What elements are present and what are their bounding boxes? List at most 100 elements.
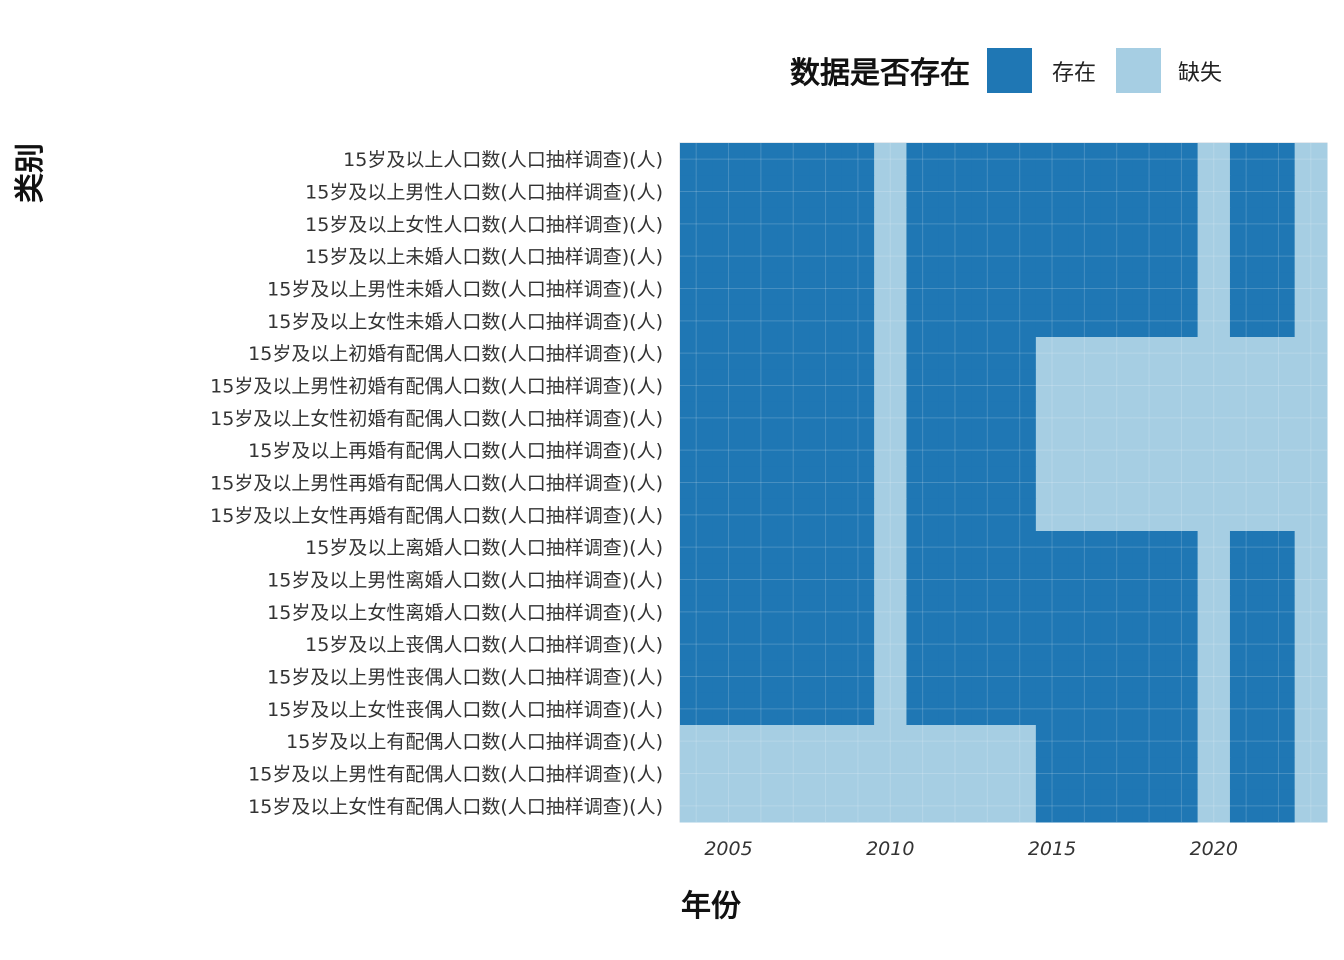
heatmap-cell (1003, 434, 1037, 467)
x-axis-title: 年份 (681, 889, 741, 924)
heatmap-cell (1165, 401, 1199, 435)
heatmap-cell (777, 240, 810, 273)
y-tick-label: 15岁及以上男性离婚人口数(人口抽样调查)(人) (267, 570, 663, 592)
heatmap-cell (906, 725, 940, 758)
heatmap-cell (841, 725, 875, 758)
heatmap-cell (1165, 466, 1199, 500)
heatmap-cell (809, 337, 843, 370)
heatmap-cell (1197, 175, 1231, 209)
heatmap-cell (777, 207, 810, 241)
heatmap-cell (971, 498, 1004, 532)
x-tick-label: 2010 (866, 838, 914, 860)
heatmap-cell (1100, 563, 1134, 597)
heatmap-cell (809, 466, 843, 500)
heatmap-cell (777, 595, 810, 629)
heatmap-cell (874, 304, 907, 338)
heatmap-cell (1003, 337, 1037, 370)
heatmap-cell (712, 595, 746, 629)
heatmap-cell (1165, 531, 1199, 564)
heatmap-cell (1035, 692, 1069, 726)
heatmap-cell (744, 466, 778, 500)
heatmap-cell (1003, 498, 1037, 532)
y-tick-label: 15岁及以上女性离婚人口数(人口抽样调查)(人) (267, 602, 663, 624)
heatmap-cell (1294, 531, 1328, 564)
heatmap-cell (906, 240, 940, 273)
heatmap-cell (1100, 660, 1134, 694)
heatmap-cell (744, 660, 778, 694)
heatmap-cell (809, 628, 843, 661)
heatmap-cell (841, 498, 875, 532)
heatmap-cell (712, 563, 746, 597)
heatmap-cell (1132, 725, 1166, 758)
heatmap-cell (1197, 660, 1231, 694)
heatmap-cell (1165, 272, 1199, 306)
heatmap-cell (841, 337, 875, 370)
heatmap-cell (680, 434, 713, 467)
heatmap-cell (906, 143, 940, 176)
heatmap-cell (777, 175, 810, 209)
heatmap-cell (1197, 401, 1231, 435)
y-tick-label: 15岁及以上离婚人口数(人口抽样调查)(人) (305, 537, 663, 559)
heatmap-cell (1229, 304, 1263, 338)
heatmap-cell (1262, 692, 1296, 726)
heatmap-cell (841, 369, 875, 403)
heatmap-cell (1229, 563, 1263, 597)
heatmap-cell (1068, 563, 1102, 597)
heatmap-cell (938, 531, 972, 564)
heatmap-cell (1165, 207, 1199, 241)
heatmap-cell (777, 757, 810, 791)
heatmap-cell (938, 434, 972, 467)
heatmap-cell (1229, 337, 1263, 370)
x-axis-ticks: 2005 2010 2015 2020 (704, 838, 1238, 860)
heatmap-cell (874, 207, 907, 241)
heatmap-cell (1262, 757, 1296, 791)
heatmap-cell (1294, 240, 1328, 273)
heatmap-cell (841, 628, 875, 661)
heatmap-cell (744, 789, 778, 823)
heatmap-cell (971, 531, 1004, 564)
heatmap-cell (1068, 401, 1102, 435)
heatmap-cell (744, 692, 778, 726)
heatmap-cell (1003, 304, 1037, 338)
heatmap-cell (1132, 466, 1166, 500)
heatmap-cell (1229, 434, 1263, 467)
heatmap-cell (1003, 369, 1037, 403)
heatmap-cell (1165, 595, 1199, 629)
heatmap-cell (1262, 175, 1296, 209)
heatmap-cell (1294, 789, 1328, 823)
heatmap-cell (938, 628, 972, 661)
heatmap-cell (712, 175, 746, 209)
heatmap-cell (1132, 531, 1166, 564)
heatmap-cell (906, 434, 940, 467)
heatmap-cell (1100, 757, 1134, 791)
heatmap-cell (1035, 337, 1069, 370)
y-tick-label: 15岁及以上女性再婚有配偶人口数(人口抽样调查)(人) (210, 505, 663, 527)
heatmap-cell (874, 240, 907, 273)
heatmap-cell (777, 531, 810, 564)
heatmap-cell (1035, 369, 1069, 403)
heatmap-cell (906, 692, 940, 726)
heatmap-cell (971, 595, 1004, 629)
heatmap-cell (841, 466, 875, 500)
heatmap-cell (1003, 240, 1037, 273)
y-tick-label: 15岁及以上男性未婚人口数(人口抽样调查)(人) (267, 279, 663, 301)
heatmap-cell (777, 466, 810, 500)
heatmap-cell (809, 725, 843, 758)
y-tick-label: 15岁及以上女性丧偶人口数(人口抽样调查)(人) (267, 699, 663, 721)
heatmap-cell (874, 434, 907, 467)
heatmap-cell (1068, 466, 1102, 500)
heatmap-cell (1100, 498, 1134, 532)
heatmap-cell (1262, 498, 1296, 532)
heatmap-cell (1262, 434, 1296, 467)
legend-title: 数据是否存在 (790, 56, 970, 91)
heatmap-cell (1035, 143, 1069, 176)
heatmap-cell (874, 628, 907, 661)
heatmap-cell (1262, 531, 1296, 564)
heatmap-cell (841, 757, 875, 791)
heatmap-cell (938, 337, 972, 370)
heatmap-cell (1100, 207, 1134, 241)
heatmap-cell (1132, 434, 1166, 467)
heatmap-cell (712, 240, 746, 273)
heatmap-cell (1165, 369, 1199, 403)
heatmap-cell (874, 272, 907, 306)
